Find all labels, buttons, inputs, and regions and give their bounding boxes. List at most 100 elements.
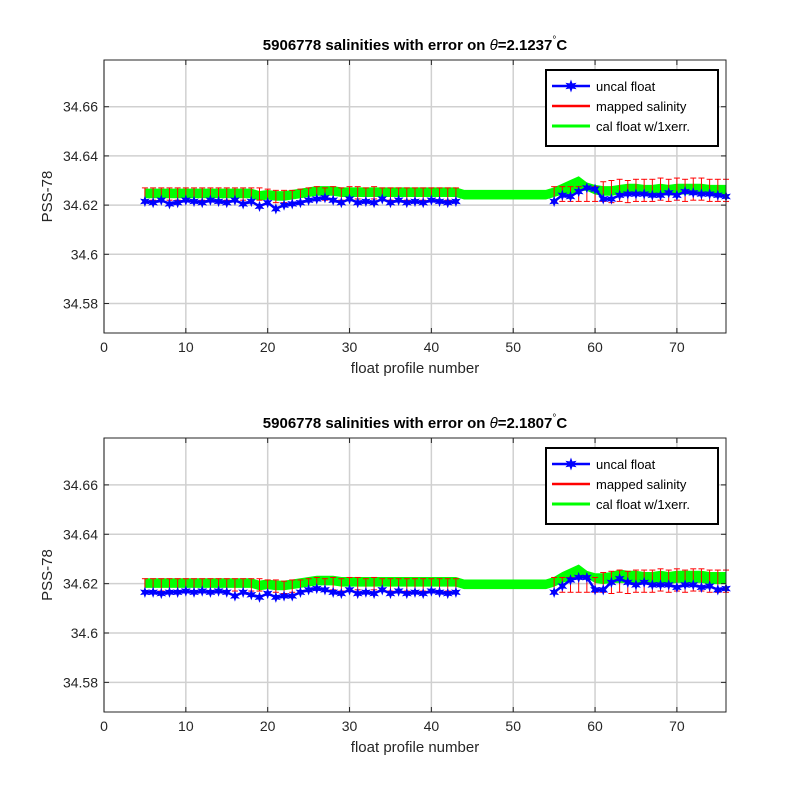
title-prefix: 5906778 salinities with error on [263,415,490,432]
uncal-float-marker [254,591,265,603]
uncal-float-marker [205,586,216,598]
uncal-float-marker [622,576,633,589]
uncal-float-marker [238,198,249,210]
uncal-float-marker [246,589,257,601]
uncal-float-marker [696,581,707,593]
title-theta: θ [490,415,498,432]
uncal-float-marker [270,203,281,215]
uncal-float-marker [262,587,273,600]
legend-marker-uncal [565,457,577,471]
uncal-float-marker [320,192,330,204]
uncal-float-marker [230,194,240,206]
y-tick-label: 34.62 [63,576,98,592]
uncal-float-marker [418,196,429,209]
x-tick-label: 50 [505,339,521,355]
legend-label: mapped salinity [596,99,687,114]
legend: uncal float mapped salinity cal float w/1x… [545,447,719,525]
uncal-float-marker [451,586,461,598]
uncal-float-marker [557,580,568,592]
uncal-float-marker [156,587,167,600]
uncal-float-marker [311,193,322,205]
uncal-float-marker [172,586,183,598]
uncal-float-marker [451,195,461,208]
uncal-float-marker [410,195,420,208]
uncal-float-marker [197,196,208,209]
uncal-float-line [553,186,727,203]
uncal-float-marker [639,576,650,589]
title-unit: C [556,415,567,432]
chart-title: 5906778 salinities with error on θ=2.180… [263,413,568,432]
y-tick-label: 34.64 [63,148,98,164]
legend-label: mapped salinity [596,477,687,492]
uncal-float-marker [442,587,453,600]
title-theta: θ [490,37,498,54]
x-tick-label: 70 [669,339,685,355]
uncal-float-marker [581,182,592,194]
x-tick-label: 0 [100,339,108,355]
uncal-float-marker [393,194,404,206]
uncal-float-marker [688,187,699,199]
uncal-float-marker [581,571,592,584]
uncal-float-marker [303,194,314,206]
x-axis-label: float profile number [351,360,479,377]
uncal-float-marker [197,585,208,597]
x-tick-label: 50 [505,718,521,734]
uncal-float-marker [303,584,314,596]
uncal-float-marker [360,195,371,208]
title-value: =2.1807 [498,415,553,432]
uncal-float-marker [221,196,232,209]
x-tick-label: 40 [424,718,440,734]
uncal-float-marker [590,183,600,195]
uncal-float-marker [287,590,298,602]
uncal-float-marker [442,196,453,209]
uncal-float-marker [148,586,159,598]
chart-title: 5906778 salinities with error on θ=2.123… [263,35,568,54]
uncal-float-line [553,576,727,594]
uncal-float-marker [434,195,445,208]
uncal-float-marker [712,189,723,201]
y-tick-label: 34.6 [71,625,98,641]
uncal-float-marker [189,195,199,208]
uncal-float-marker [369,196,379,209]
uncal-float-marker [401,196,412,209]
uncal-float-marker [418,587,429,600]
x-tick-label: 10 [178,718,194,734]
uncal-float-marker [549,195,560,208]
x-tick-label: 30 [342,718,358,734]
x-tick-label: 40 [424,339,440,355]
y-tick-label: 34.58 [63,674,98,690]
x-tick-label: 60 [587,339,603,355]
uncal-float-marker [639,188,650,200]
uncal-float-marker [189,586,199,598]
uncal-float-marker [262,196,273,209]
uncal-float-marker [328,586,339,598]
legend-label: cal float w/1xerr. [596,119,690,134]
uncal-float-marker [606,193,617,205]
uncal-float-marker [663,579,674,591]
uncal-float-marker [295,196,306,209]
y-tick-label: 34.64 [63,526,98,542]
uncal-float-marker [557,189,568,201]
uncal-float-marker [377,193,388,205]
uncal-float-marker [230,590,240,602]
title-degree: ° [552,35,556,46]
y-tick-label: 34.58 [63,295,98,311]
uncal-float-marker [598,584,609,596]
y-axis-label: PSS-78 [39,171,56,223]
uncal-float-marker [573,185,584,198]
uncal-float-marker [320,584,330,596]
uncal-float-marker [614,189,625,201]
legend: uncal float mapped salinity cal float w/1x… [545,69,719,147]
uncal-float-marker [328,194,339,206]
axes-box [103,59,727,334]
uncal-float-marker [246,195,257,208]
x-tick-label: 10 [178,339,194,355]
uncal-float-marker [688,579,699,591]
x-axis-label: float profile number [351,739,479,756]
y-tick-label: 34.62 [63,197,98,213]
y-tick-label: 34.66 [63,99,98,115]
uncal-float-marker [401,587,412,600]
legend-box [545,447,719,525]
legend-label: uncal float [596,457,656,472]
uncal-float-marker [712,584,723,596]
